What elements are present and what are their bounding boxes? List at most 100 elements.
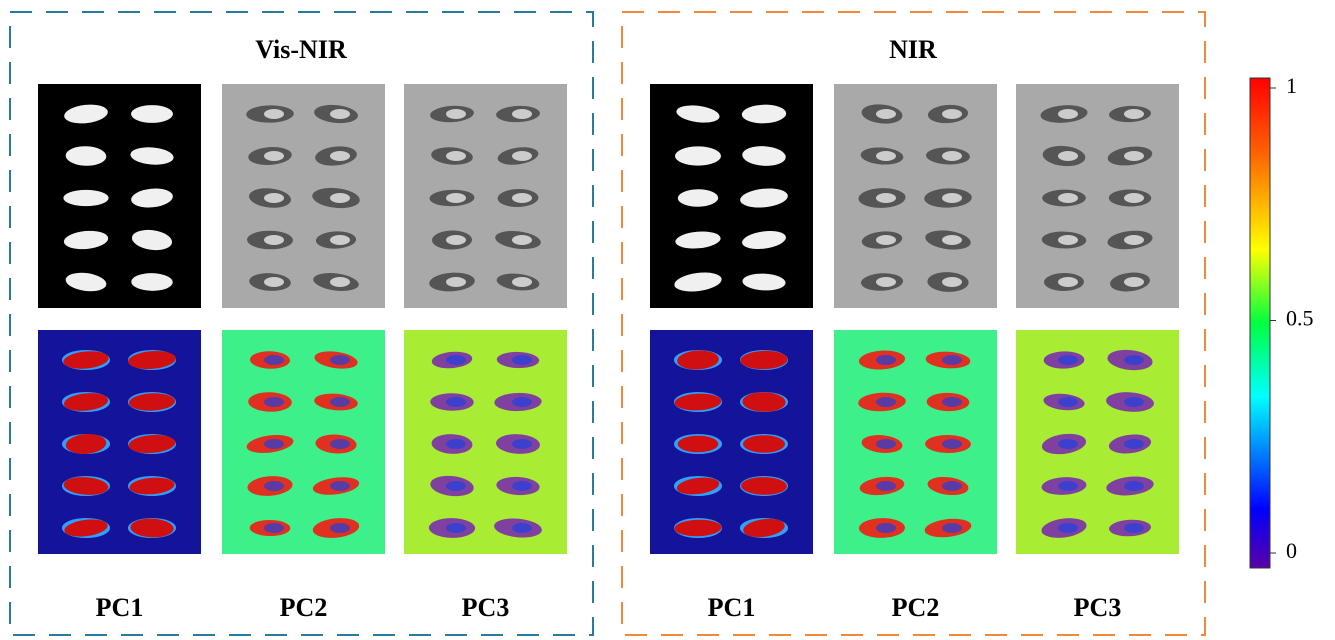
score-image (222, 330, 385, 554)
seed-texture (1124, 151, 1144, 161)
seed-texture (512, 481, 532, 491)
seed-texture (876, 397, 896, 407)
seed-texture (512, 151, 532, 161)
score-image (38, 330, 201, 554)
seed-texture (942, 151, 962, 161)
seed-texture (264, 277, 284, 287)
seed-texture (1058, 439, 1078, 449)
seed (131, 105, 173, 123)
seed-texture (512, 277, 532, 287)
seed-texture (512, 439, 532, 449)
seed-texture (942, 193, 962, 203)
column-label: PC1 (96, 593, 144, 622)
seed-texture (1058, 355, 1078, 365)
seed-texture (330, 151, 350, 161)
seed-texture (942, 235, 962, 245)
seed-texture (942, 397, 962, 407)
score-image (38, 84, 201, 308)
seed-texture (330, 109, 350, 119)
seed-texture (330, 439, 350, 449)
seed-texture (1058, 523, 1078, 533)
seed (743, 435, 785, 453)
page: {"panels": [{"title": "Vis-NIR", "column… (0, 0, 1335, 640)
seed-texture (1058, 193, 1078, 203)
colorbar-tick-label: 0 (1286, 538, 1297, 563)
seed-texture (446, 277, 466, 287)
column-label: PC1 (708, 593, 756, 622)
seed-texture (512, 355, 532, 365)
seed-texture (264, 523, 284, 533)
seed-texture (330, 523, 350, 533)
seed-texture (1124, 193, 1144, 203)
colorbar-tick-label: 1 (1286, 73, 1297, 98)
seed-texture (876, 277, 896, 287)
panel-title: NIR (889, 35, 937, 64)
seed (675, 146, 721, 165)
score-image (834, 330, 997, 554)
score-image (404, 84, 567, 308)
seed-texture (876, 193, 896, 203)
seed-texture (330, 481, 350, 491)
seed-texture (446, 355, 466, 365)
seed-texture (1058, 151, 1078, 161)
seed-texture (512, 235, 532, 245)
seed-texture (1124, 523, 1144, 533)
seed-texture (330, 193, 350, 203)
seed-texture (330, 235, 350, 245)
seed-texture (876, 109, 896, 119)
column-label: PC2 (892, 593, 940, 622)
seed-texture (264, 355, 284, 365)
score-image (650, 84, 813, 308)
seed-texture (446, 193, 466, 203)
seed-texture (1124, 439, 1144, 449)
seed-texture (330, 277, 350, 287)
seed-texture (1058, 481, 1078, 491)
seed-texture (942, 109, 962, 119)
seed-texture (1124, 109, 1144, 119)
seed-texture (446, 523, 466, 533)
seed-texture (512, 523, 532, 533)
seed-texture (876, 439, 896, 449)
seed-texture (264, 481, 284, 491)
seed-texture (446, 439, 466, 449)
seed-texture (1058, 235, 1078, 245)
seed-texture (942, 355, 962, 365)
seed-texture (1124, 277, 1144, 287)
colorbar-tick-label: 0.5 (1286, 306, 1314, 331)
seed-texture (264, 193, 284, 203)
seed-texture (876, 523, 896, 533)
seed-texture (942, 277, 962, 287)
seed-texture (446, 481, 466, 491)
colorbar (1250, 78, 1270, 568)
seed-texture (942, 523, 962, 533)
seed-texture (1124, 481, 1144, 491)
seed-texture (1058, 109, 1078, 119)
seed-texture (446, 109, 466, 119)
seed-texture (264, 109, 284, 119)
seed-texture (942, 481, 962, 491)
panel-title: Vis-NIR (255, 35, 347, 64)
seed (63, 190, 108, 206)
seed-texture (512, 109, 532, 119)
seed-texture (1124, 235, 1144, 245)
seed-texture (512, 193, 532, 203)
seed-texture (876, 235, 896, 245)
seed-texture (942, 439, 962, 449)
seed-texture (446, 397, 466, 407)
score-image (1016, 330, 1179, 554)
seed-texture (1058, 397, 1078, 407)
seed-texture (512, 397, 532, 407)
score-image (404, 330, 567, 554)
seed-texture (446, 151, 466, 161)
seed-texture (1124, 355, 1144, 365)
seed-texture (264, 439, 284, 449)
seed-texture (1124, 397, 1144, 407)
column-label: PC2 (280, 593, 328, 622)
seed-texture (264, 397, 284, 407)
seed-texture (1058, 277, 1078, 287)
seed-texture (876, 151, 896, 161)
column-label: PC3 (462, 593, 510, 622)
seed-texture (876, 355, 896, 365)
seed-texture (330, 397, 350, 407)
score-image (650, 330, 813, 554)
